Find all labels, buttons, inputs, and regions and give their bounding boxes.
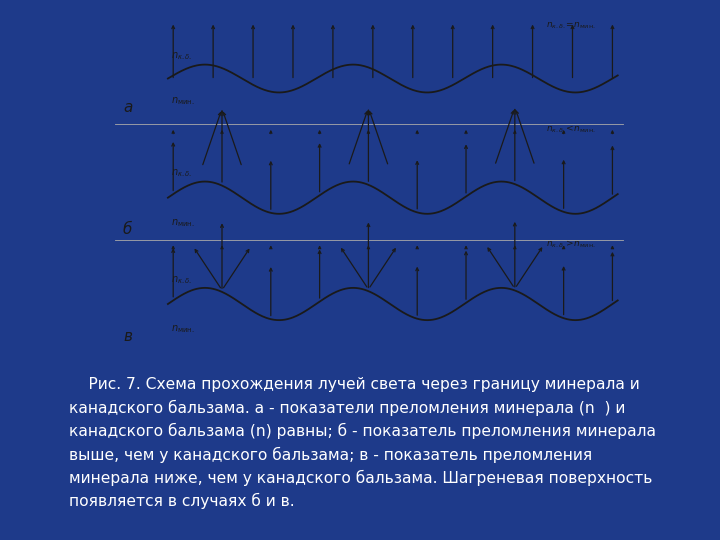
Text: $n_{\kappa.\delta.}$: $n_{\kappa.\delta.}$ — [171, 274, 192, 286]
Text: $n_{\text{мин.}}$: $n_{\text{мин.}}$ — [171, 323, 194, 335]
Text: $n_{\text{мин.}}$: $n_{\text{мин.}}$ — [171, 217, 194, 229]
Text: $n_{\kappa.\delta.}$=$n_{\text{мин.}}$: $n_{\kappa.\delta.}$=$n_{\text{мин.}}$ — [546, 20, 596, 31]
Text: в: в — [123, 329, 132, 343]
Text: $n_{\kappa.\delta.}$: $n_{\kappa.\delta.}$ — [171, 168, 192, 179]
Text: б: б — [123, 222, 132, 238]
Text: $n_{\kappa.\delta.}$: $n_{\kappa.\delta.}$ — [171, 50, 192, 62]
Text: Рис. 7. Схема прохождения лучей света через границу минерала и
канадского бальза: Рис. 7. Схема прохождения лучей света че… — [68, 377, 655, 509]
Text: а: а — [123, 99, 132, 114]
Text: $n_{\kappa.\delta.}$<$n_{\text{мин.}}$: $n_{\kappa.\delta.}$<$n_{\text{мин.}}$ — [546, 124, 596, 135]
Text: $n_{\kappa.\delta.}$>$n_{\text{мин.}}$: $n_{\kappa.\delta.}$>$n_{\text{мин.}}$ — [546, 239, 596, 250]
Text: $n_{\text{мин.}}$: $n_{\text{мин.}}$ — [171, 96, 194, 107]
